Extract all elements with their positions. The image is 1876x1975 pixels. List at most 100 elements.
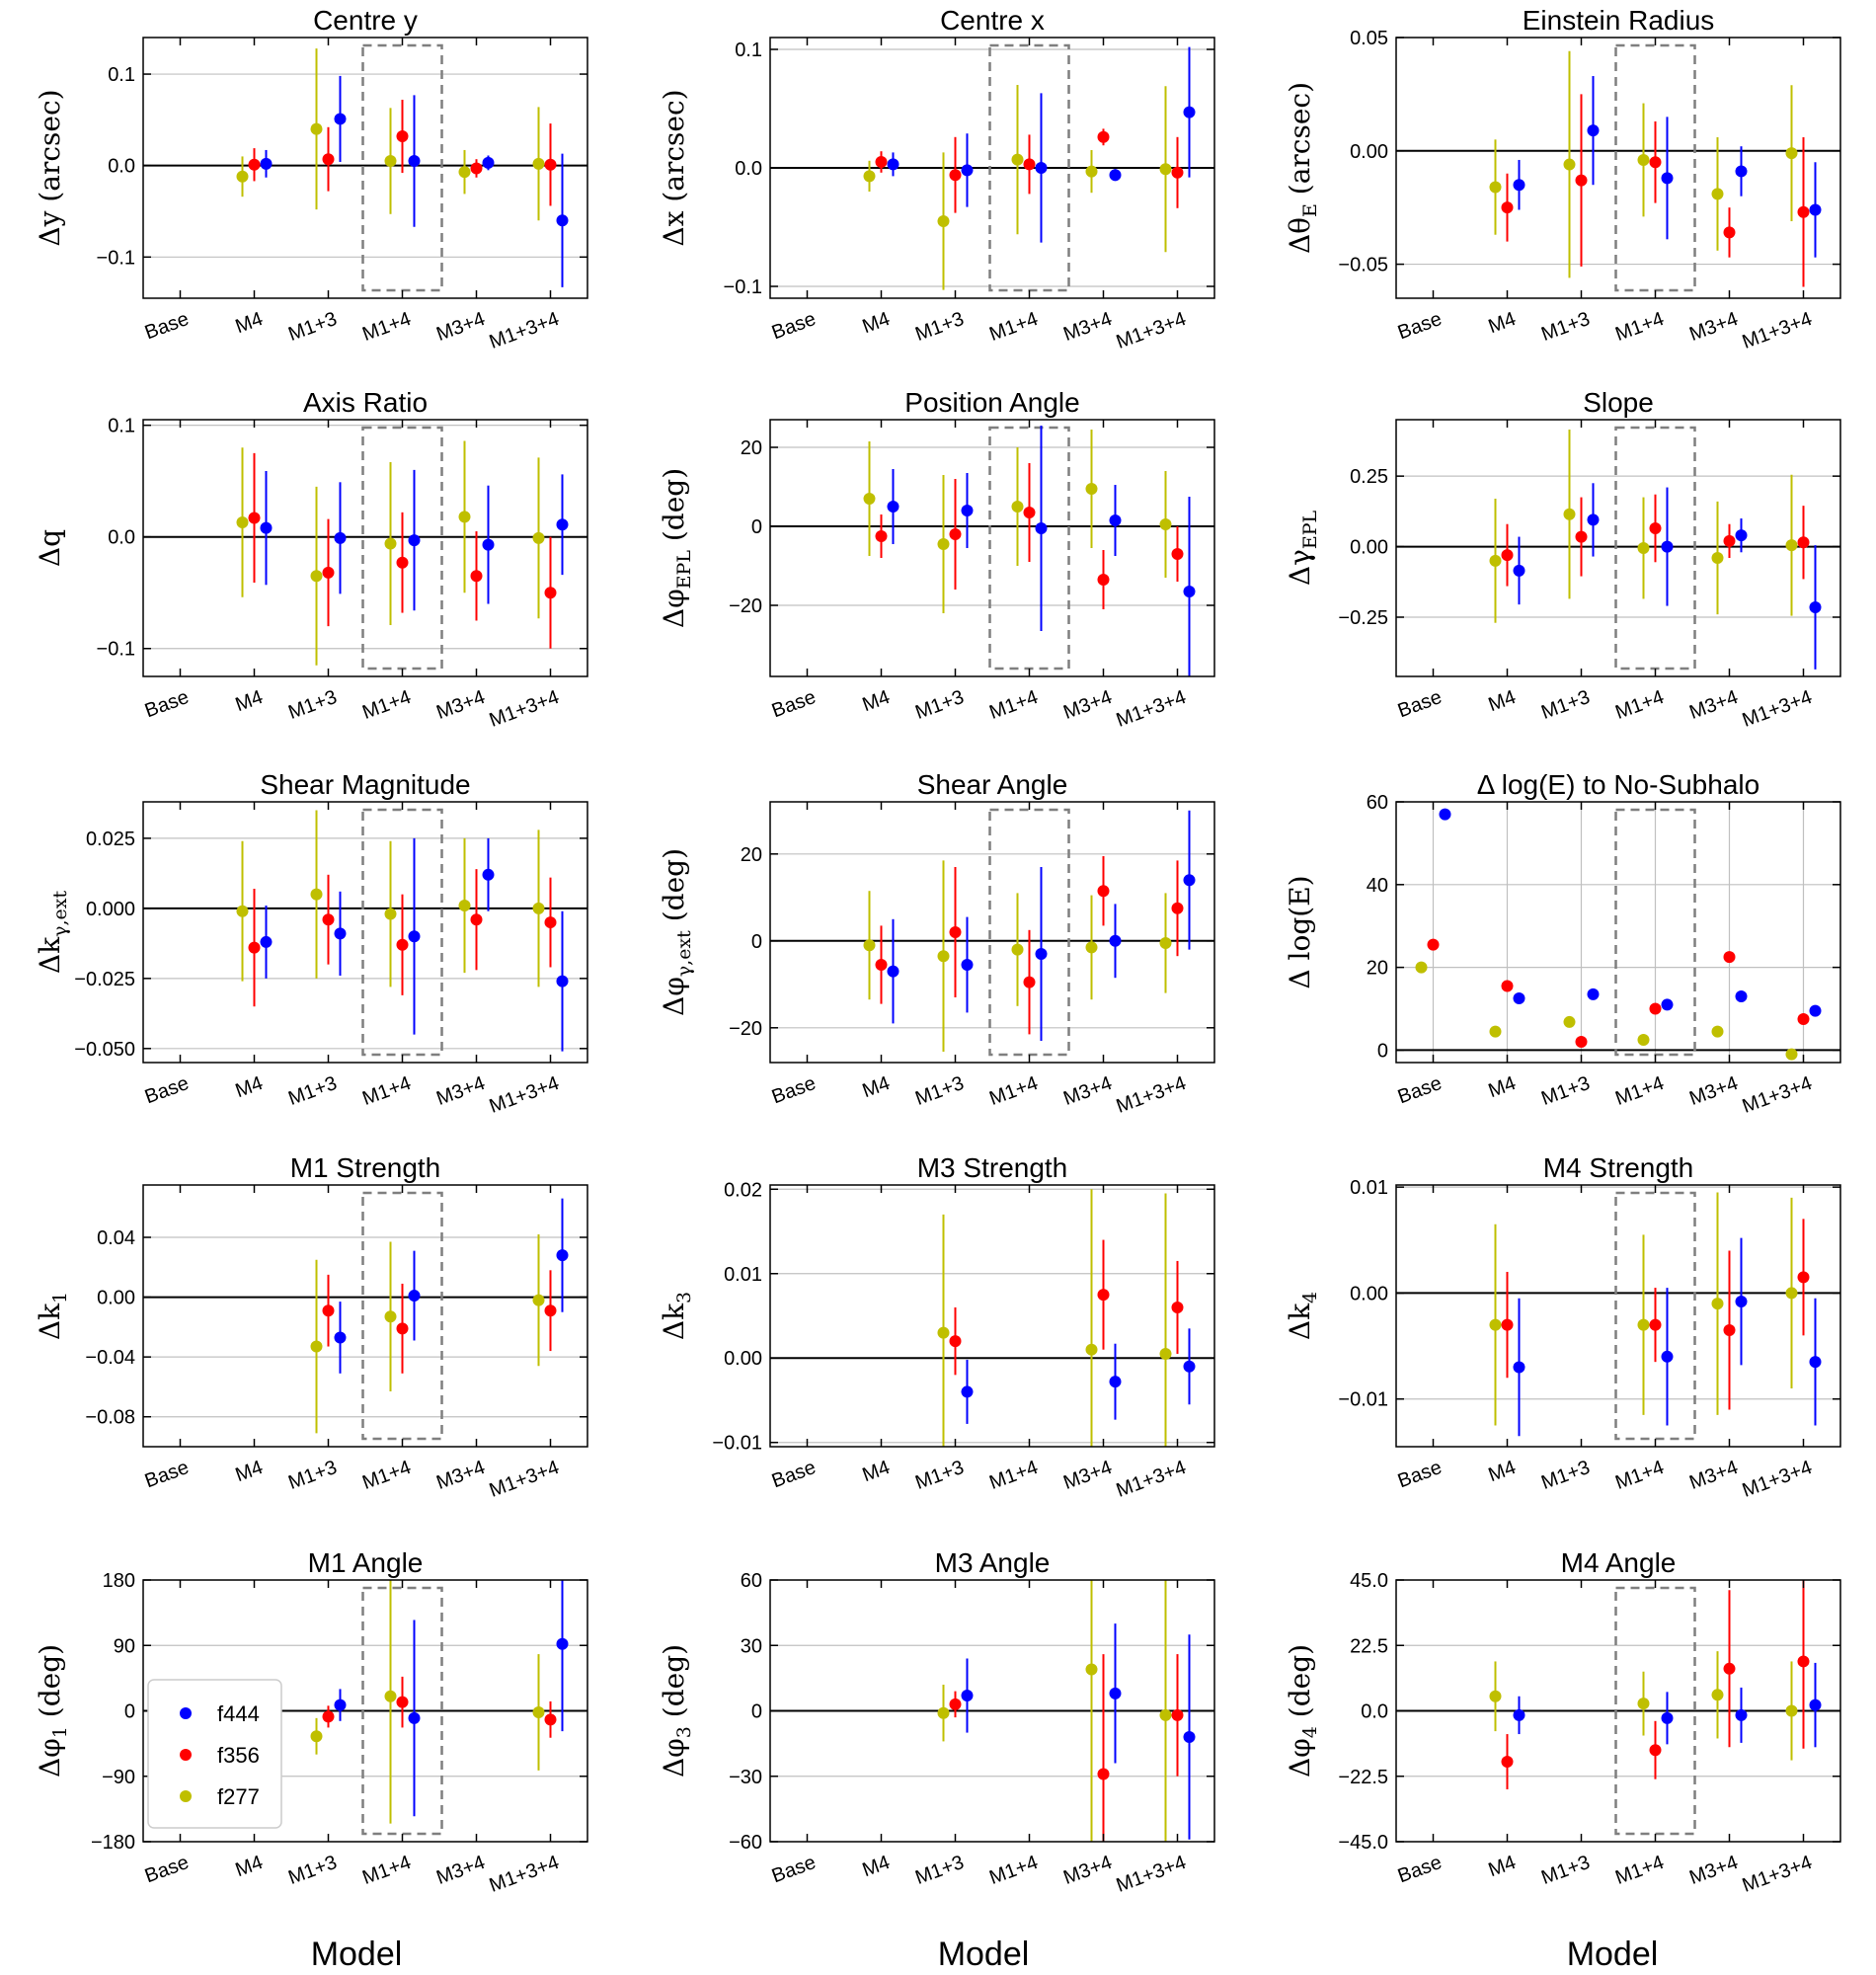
point-f356 [322, 913, 335, 926]
plot-area [770, 1580, 1214, 1842]
point-f277 [532, 902, 545, 914]
x-tick-label: M1+3+4 [1114, 1072, 1189, 1118]
y-tick-label: 0 [751, 1701, 762, 1723]
point-f444 [556, 975, 569, 988]
point-f444 [1661, 540, 1674, 553]
panel-centre-x: −0.1 0.0 0.1 Base M4 M1+3 M1+4 M3+4M1+3+4 Centre… [658, 5, 1215, 354]
point-f277 [458, 900, 471, 912]
legend-marker-f444 [180, 1707, 192, 1719]
point-f277 [1563, 158, 1576, 171]
x-tick-label: M3+4 [433, 686, 488, 724]
point-f444 [1809, 1356, 1822, 1369]
point-f444 [260, 521, 273, 534]
point-f277 [1711, 552, 1724, 564]
y-tick-label: −0.1 [97, 639, 135, 661]
point-f444 [1183, 874, 1196, 887]
axes-frame [142, 419, 588, 677]
y-tick-label: −0.05 [1338, 255, 1388, 276]
point-f356 [1575, 174, 1588, 187]
point-f277 [1785, 147, 1798, 160]
x-tick-label: M1+3 [285, 1072, 340, 1110]
x-tick-label: M1+3 [285, 1852, 340, 1889]
y-tick-label: 0.0 [735, 158, 762, 180]
point-f356 [1171, 902, 1184, 914]
x-tick-label: M1+3 [912, 1457, 967, 1494]
point-f277 [937, 1706, 950, 1719]
point-f444 [887, 965, 899, 978]
point-f277 [863, 170, 876, 183]
point-f356 [1097, 885, 1110, 898]
x-axis-label-middle: Model [938, 1936, 1030, 1973]
point-f277 [532, 1294, 545, 1306]
point-f444 [1513, 992, 1525, 1005]
x-tick-label: M4 [1486, 1457, 1520, 1486]
y-tick-label: 40 [1367, 875, 1388, 897]
point-f356 [248, 512, 261, 524]
point-f356 [1023, 158, 1036, 171]
y-tick-label: −60 [729, 1832, 762, 1854]
point-f444 [1035, 162, 1048, 174]
x-tick-label: Base [142, 1072, 192, 1108]
y-tick-label: −0.01 [712, 1433, 762, 1455]
point-f356 [322, 1304, 335, 1317]
point-f277 [384, 155, 397, 168]
y-tick-label: −22.5 [1338, 1767, 1388, 1788]
chart-title: M3 Angle [935, 1547, 1051, 1578]
point-f356 [248, 158, 261, 171]
point-f444 [1513, 1708, 1525, 1721]
chart-title: M3 Strength [917, 1152, 1068, 1183]
point-f277 [1785, 1287, 1798, 1300]
y-tick-label: 45.0 [1350, 1570, 1388, 1592]
point-f444 [1809, 601, 1822, 613]
y-axis-label: ΔφEPL (deg) [658, 468, 695, 628]
point-f277 [1489, 181, 1502, 194]
point-f356 [1649, 156, 1662, 169]
plot-area [770, 1188, 1214, 1447]
y-axis-label: Δ log(E) [1284, 875, 1316, 988]
x-tick-label: M3+4 [1060, 1852, 1115, 1889]
point-f277 [1085, 941, 1098, 954]
y-tick-label: −180 [91, 1832, 135, 1854]
point-f277 [1637, 1698, 1650, 1710]
y-tick-label: −0.01 [1338, 1389, 1388, 1411]
point-f444 [1183, 106, 1196, 118]
x-tick-label: M1+3 [1538, 1072, 1593, 1110]
chart-title: M1 Angle [308, 1547, 424, 1578]
y-tick-label: 30 [741, 1635, 762, 1657]
point-f356 [1723, 1323, 1736, 1336]
x-tick-label: M1+3 [912, 686, 967, 724]
point-f444 [887, 158, 899, 171]
x-tick-label: Base [142, 1457, 192, 1492]
y-tick-label: 0.05 [1350, 28, 1388, 49]
y-tick-label: 0.0 [108, 156, 135, 178]
point-f356 [248, 941, 261, 954]
point-f356 [1575, 530, 1588, 543]
point-f444 [408, 534, 421, 547]
y-tick-label: 0 [751, 516, 762, 538]
point-f444 [1661, 172, 1674, 185]
point-f356 [1501, 1318, 1514, 1331]
legend-marker-f277 [180, 1790, 192, 1802]
point-f444 [1735, 529, 1748, 542]
x-tick-label: Base [1395, 686, 1445, 722]
plot-area [1396, 38, 1840, 292]
point-f444 [1035, 948, 1048, 960]
x-tick-label: M1+3+4 [1740, 1852, 1815, 1897]
x-tick-label: Base [769, 1072, 819, 1108]
point-f444 [1661, 1711, 1674, 1724]
plot-area [1396, 1580, 1840, 1842]
point-f444 [1109, 169, 1122, 182]
axes-frame [142, 37, 588, 299]
point-f277 [310, 1730, 323, 1743]
x-tick-label: M4 [233, 1852, 267, 1881]
point-f356 [544, 1713, 557, 1726]
point-f277 [1785, 1048, 1798, 1061]
panel-m1-angle: −180 −90 0 90 180 Base M4 M1+3 M1+4 M3+4M1+3+4 M1 … [34, 1547, 588, 1897]
x-tick-label: M4 [233, 308, 267, 338]
point-f356 [322, 566, 335, 579]
point-f277 [1159, 1347, 1172, 1360]
legend-marker-f356 [180, 1749, 192, 1761]
x-tick-label: M1+3 [912, 308, 967, 346]
point-f277 [1489, 554, 1502, 567]
y-tick-label: 0.25 [1350, 466, 1388, 488]
